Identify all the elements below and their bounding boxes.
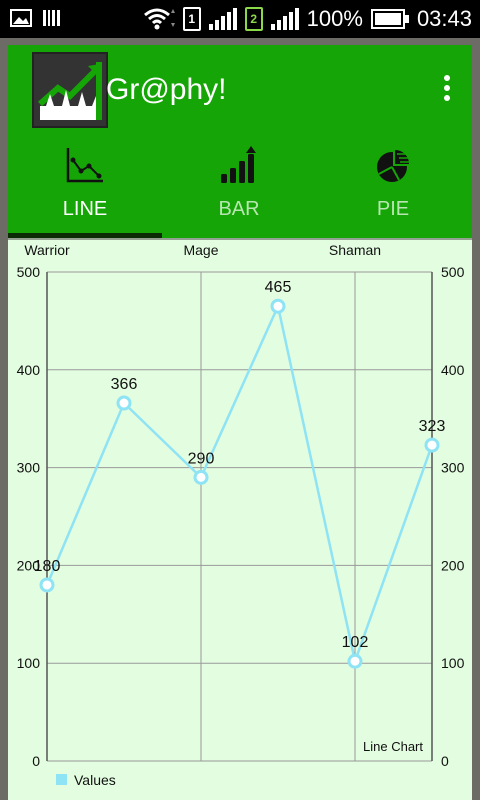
- y-tick-label-left: 500: [17, 264, 41, 280]
- line-chart-icon: [66, 148, 103, 183]
- status-bar: 1 2 100% 03:43: [0, 0, 480, 38]
- tab-indicator: [8, 233, 162, 238]
- signal1-icon: [208, 8, 237, 30]
- gallery-icon: [10, 9, 32, 27]
- data-label: 180: [34, 558, 61, 575]
- x-top-label: Mage: [183, 242, 218, 258]
- data-point: [424, 437, 440, 453]
- app-frame: Gr@phy! LINE BAR: [8, 45, 472, 800]
- y-tick-label-right: 500: [441, 264, 465, 280]
- tab-bar-label: BAR: [218, 198, 260, 220]
- sim1-icon: 1: [182, 7, 201, 31]
- data-label: 465: [265, 279, 292, 296]
- clock: 03:43: [416, 6, 472, 31]
- battery-percent: 100%: [306, 6, 363, 31]
- signal2-icon: [270, 8, 299, 30]
- tab-pie[interactable]: PIE: [316, 140, 470, 238]
- data-label: 323: [419, 418, 446, 435]
- x-top-label: Shaman: [329, 242, 381, 258]
- pie-chart-icon: [377, 147, 412, 182]
- tab-bar[interactable]: BAR: [162, 140, 316, 238]
- data-point: [347, 653, 363, 669]
- data-label: 366: [111, 376, 138, 393]
- data-point: [270, 298, 286, 314]
- y-tick-label-right: 300: [441, 460, 465, 476]
- data-point: [39, 577, 55, 593]
- legend-swatch: [56, 774, 67, 785]
- battery-icon: [370, 9, 409, 29]
- overflow-menu-icon[interactable]: [444, 75, 450, 105]
- wifi-icon: [143, 8, 175, 30]
- y-tick-label-left: 100: [17, 655, 41, 671]
- x-top-label: Warrior: [24, 242, 70, 258]
- app-title: Gr@phy!: [106, 73, 227, 106]
- app-logo-icon: [32, 52, 108, 128]
- data-point: [193, 469, 209, 485]
- tab-line[interactable]: LINE: [8, 140, 162, 238]
- series-line-values: [45, 302, 434, 666]
- data-point: [116, 395, 132, 411]
- legend-label: Values: [74, 772, 116, 788]
- tab-line-label: LINE: [62, 198, 108, 220]
- y-tick-label-left: 400: [17, 362, 41, 378]
- tab-pie-label: PIE: [376, 198, 410, 220]
- y-tick-label-left: 300: [17, 460, 41, 476]
- y-tick-label-left: 0: [32, 753, 40, 769]
- y-tick-label-right: 100: [441, 655, 465, 671]
- barcode-icon: [43, 10, 60, 26]
- y-tick-label-right: 0: [441, 753, 449, 769]
- y-tick-label-left: 200: [17, 557, 41, 573]
- data-label: 102: [342, 634, 369, 651]
- app-bar: Gr@phy! LINE BAR: [8, 45, 472, 238]
- data-label: 290: [188, 450, 215, 467]
- sim2-icon: 2: [244, 7, 263, 31]
- y-tick-label-right: 400: [441, 362, 465, 378]
- line-chart[interactable]: Warrior Mage Shaman 0 0 100 100 200 200 300 300 400…: [8, 238, 472, 800]
- chart-description: Line Chart: [363, 739, 423, 754]
- bar-chart-icon: [221, 146, 256, 183]
- y-tick-label-right: 200: [441, 557, 465, 573]
